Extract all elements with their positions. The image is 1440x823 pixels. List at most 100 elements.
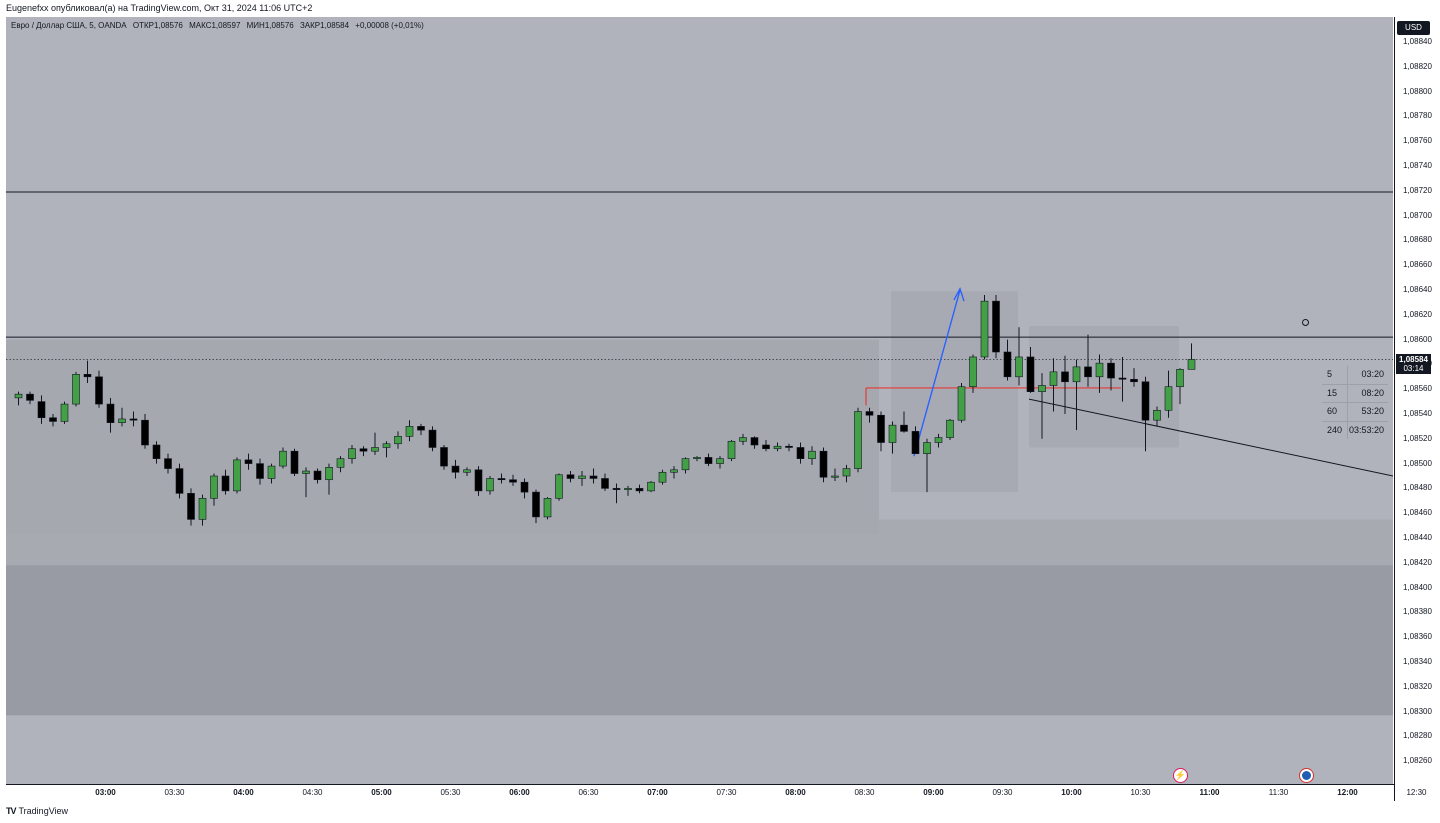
candle-body (302, 470, 310, 474)
candle-body (578, 475, 586, 479)
price-tick-label: 1,08540 (1403, 409, 1432, 418)
candle-body (750, 437, 759, 446)
candle-body (1026, 356, 1035, 392)
candle-body (129, 418, 138, 421)
time-tick-label: 06:30 (578, 788, 599, 797)
time-tick-label: 07:00 (647, 788, 668, 797)
candle-body (704, 457, 713, 464)
candle-body (865, 411, 874, 416)
candle-body (1015, 356, 1023, 378)
candle-body (95, 376, 103, 405)
candle-body (187, 493, 195, 520)
candle-body (727, 440, 736, 459)
price-tick-label: 1,08260 (1403, 756, 1432, 766)
candle-body (440, 447, 448, 467)
chart-pane[interactable] (6, 17, 1393, 784)
candle-body (509, 479, 517, 483)
candle-body (348, 448, 356, 459)
price-tick-label: 1,08380 (1403, 607, 1432, 617)
footer-brand: TradingView (18, 806, 69, 816)
time-tick-label: 08:30 (854, 788, 875, 797)
candle-body (497, 478, 506, 481)
candle-body (118, 418, 126, 423)
price-tick-label: 1,08560 (1403, 384, 1432, 394)
candle-body (831, 475, 839, 478)
candle-body (969, 356, 977, 388)
candlestick-chart[interactable] (6, 17, 1393, 784)
legend-change: +0,00008 (+0,01%) (355, 21, 424, 30)
candle-body (279, 450, 287, 467)
price-axis[interactable]: 1,08840 1,08820 1,08800 1,08780 1,08760 1,087… (1394, 17, 1440, 801)
price-tick-label: 1,08840 (1403, 37, 1432, 46)
timeframe-row: 60 53:20 (1322, 403, 1388, 422)
candle-body (1164, 386, 1173, 411)
time-tick-label: 04:30 (302, 788, 323, 797)
time-tick-label: 10:30 (1130, 788, 1151, 797)
currency-badge[interactable]: USD (1397, 21, 1430, 35)
candle-body (566, 474, 575, 479)
economic-event-icon[interactable] (1299, 768, 1314, 783)
candle-body (601, 478, 609, 489)
candle-body (233, 459, 241, 492)
candle-body (83, 374, 92, 378)
candle-body (773, 445, 782, 450)
price-tick-label: 1,08620 (1403, 309, 1432, 319)
time-tick-label: 09:30 (992, 788, 1013, 797)
candle-body (1003, 351, 1012, 378)
candle-body (1176, 369, 1184, 388)
flash-icon[interactable]: ⚡ (1173, 768, 1188, 783)
candle-body (589, 475, 598, 479)
time-tick-label: 11:30 (1268, 788, 1289, 797)
candle-body (290, 450, 299, 474)
price-tick-label: 1,08820 (1403, 61, 1432, 71)
candle-body (532, 491, 540, 518)
price-tick-label: 1,08360 (1403, 632, 1432, 642)
candle-body (198, 498, 207, 520)
candle-body (405, 426, 414, 437)
price-tick-label: 1,08320 (1403, 681, 1432, 691)
time-axis[interactable]: 03:00 03:30 04:00 04:30 05:00 05:30 06:00 06:30… (6, 784, 1427, 802)
candle-body (888, 424, 897, 443)
tradingview-logo-icon: TV (6, 806, 16, 816)
last-price-badge: 1,08584 03:14 (1396, 354, 1431, 374)
legend-close: ЗАКР1,08584 (299, 21, 350, 30)
candle-body (60, 403, 69, 422)
candle-body (808, 450, 816, 459)
candle-body (658, 471, 667, 483)
candle-body (624, 488, 632, 490)
candle-body (911, 431, 920, 454)
candle-body (1153, 409, 1161, 421)
price-tick-label: 1,08300 (1403, 706, 1432, 716)
publisher-header: Eugenefxx опубликовал(а) на TradingView.… (0, 0, 1440, 16)
price-tick-label: 1,08680 (1403, 235, 1432, 245)
candle-body (647, 481, 655, 492)
candle-body (267, 465, 276, 479)
candle-body (555, 474, 563, 499)
candle-body (877, 414, 885, 443)
candle-body (670, 469, 678, 473)
symbol-legend: Евро / Доллар США, 5, OANDA ОТКР1,08576 … (11, 21, 428, 30)
timeframe-countdown: 03:20 (1361, 369, 1384, 379)
drawing-anchor-icon[interactable] (1302, 319, 1309, 326)
price-tick-label: 1,08280 (1403, 731, 1432, 741)
candle-body (854, 411, 862, 469)
price-tick-label: 1,08500 (1403, 458, 1432, 468)
candle-body (1061, 371, 1069, 383)
candle-body (762, 444, 770, 450)
legend-high: МАКС1,08597 (189, 21, 241, 30)
price-tick-label: 1,08780 (1403, 111, 1432, 121)
candle-body (1072, 366, 1081, 383)
price-tick-label: 1,08440 (1403, 533, 1432, 542)
candle-body (716, 458, 724, 464)
price-tick-label: 1,08340 (1403, 657, 1432, 666)
candle-body (992, 300, 1000, 353)
candle-body (394, 436, 402, 445)
candle-body (313, 470, 322, 481)
price-tick-label: 1,08400 (1403, 582, 1432, 592)
candle-body (612, 488, 621, 490)
price-tick-label: 1,08660 (1403, 260, 1432, 270)
price-tick-label: 1,08720 (1403, 185, 1432, 195)
time-tick-label: 06:00 (509, 788, 530, 797)
candle-body (371, 447, 379, 452)
timeframe-label: 60 (1327, 406, 1338, 416)
